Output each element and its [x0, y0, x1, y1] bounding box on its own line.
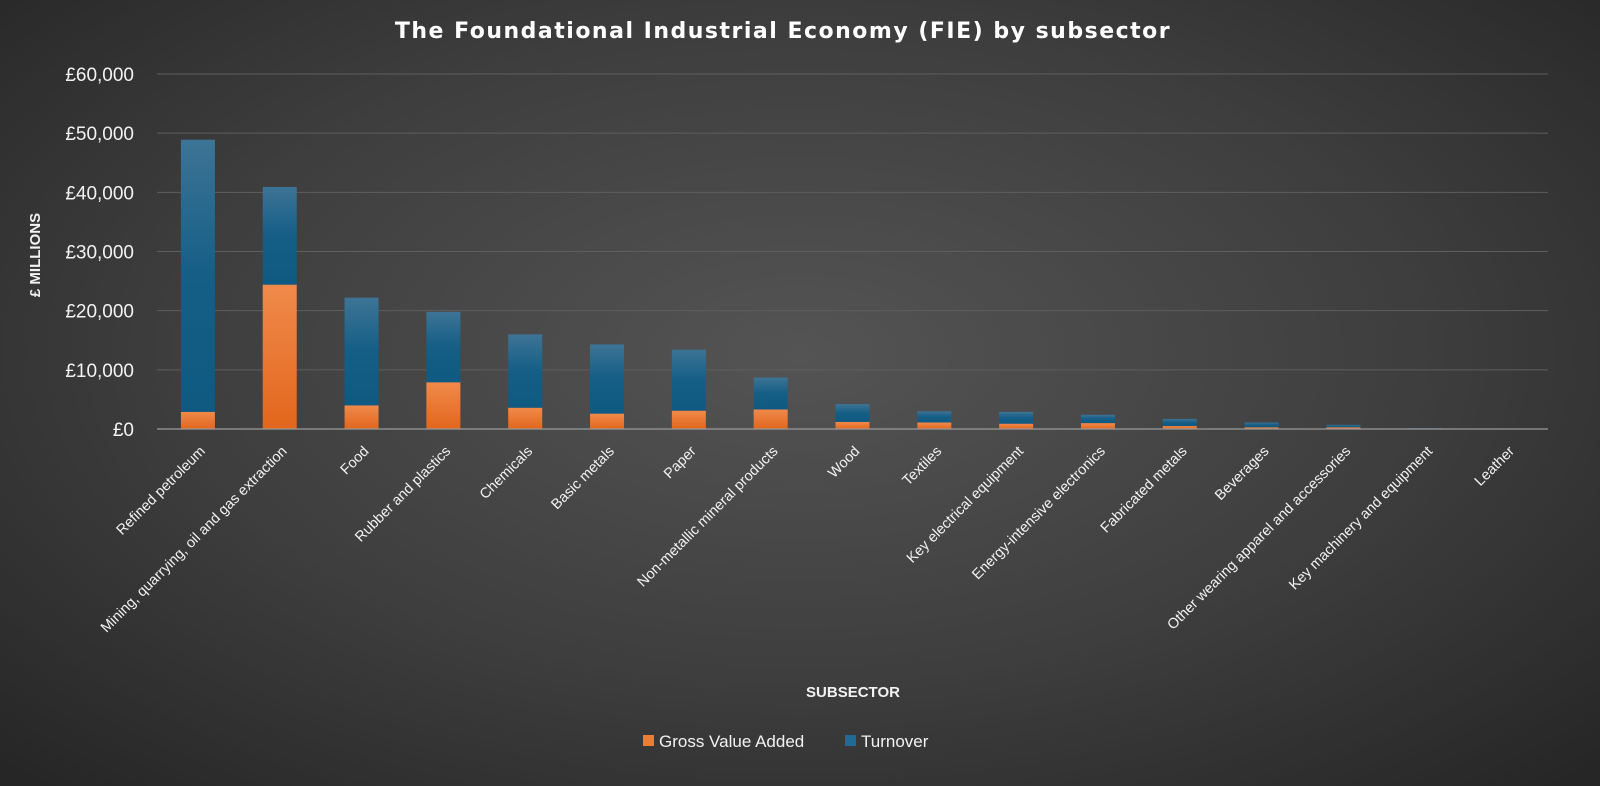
legend-item-turnover: Turnover — [845, 732, 929, 751]
y-tick-label: £60,000 — [65, 65, 134, 86]
legend-swatch — [845, 735, 856, 746]
legend-item-gross-value-added: Gross Value Added — [643, 732, 804, 751]
x-tick-label: Energy-intensive electronics — [969, 444, 1109, 584]
bar-turnover — [671, 349, 706, 411]
x-tick-label: Refined petroleum — [114, 444, 209, 539]
x-tick-label: Mining, quarrying, oil and gas extractio… — [98, 444, 291, 637]
y-tick-label: £10,000 — [65, 361, 134, 382]
bar-turnover — [1244, 422, 1279, 428]
bar-gross-value-added — [1244, 427, 1279, 429]
y-axis-title: £ MILLIONS — [27, 213, 44, 297]
x-tick-label: Basic metals — [548, 444, 617, 513]
bar-turnover — [590, 344, 625, 414]
y-tick-label: £0 — [113, 420, 134, 441]
x-tick-label: Key machinery and equipment — [1286, 444, 1436, 594]
bar-gross-value-added — [590, 413, 625, 429]
x-axis-title: SUBSECTOR — [806, 684, 900, 701]
bar-turnover — [835, 404, 870, 422]
x-tick-label: Fabricated metals — [1098, 444, 1191, 537]
bar-gross-value-added — [1080, 423, 1115, 429]
x-tick-label: Other wearing apparel and accessories — [1165, 444, 1355, 634]
x-tick-label: Wood — [825, 444, 863, 482]
chart-title: The Foundational Industrial Economy (FIE… — [395, 19, 1171, 44]
bar-gross-value-added — [426, 382, 461, 429]
bar-turnover — [344, 297, 379, 406]
bar-turnover — [753, 377, 788, 410]
bar-turnover — [508, 334, 543, 408]
bar-turnover — [1162, 418, 1197, 427]
bar-gross-value-added — [1326, 427, 1361, 429]
y-tick-label: £40,000 — [65, 183, 134, 204]
bar-turnover — [262, 187, 297, 285]
x-tick-label: Non-metallic mineral products — [635, 444, 782, 591]
bar-gross-value-added — [671, 410, 706, 429]
x-tick-label: Paper — [661, 443, 700, 482]
legend: Gross Value Added Turnover — [643, 732, 929, 751]
bar-turnover — [1326, 424, 1361, 428]
bar-gross-value-added — [753, 409, 788, 429]
x-tick-label: Beverages — [1212, 444, 1272, 504]
x-tick-label: Chemicals — [477, 444, 536, 503]
bar-turnover — [180, 139, 215, 412]
bar-gross-value-added — [262, 284, 297, 429]
y-tick-label: £20,000 — [65, 302, 134, 323]
y-tick-label: £30,000 — [65, 243, 134, 264]
bar-gross-value-added — [180, 411, 215, 429]
bar-gross-value-added — [508, 407, 543, 429]
y-tick-label: £50,000 — [65, 124, 134, 145]
bar-gross-value-added — [917, 422, 952, 429]
bars — [180, 139, 1525, 429]
bar-turnover — [999, 411, 1034, 424]
x-tick-label: Textiles — [900, 444, 946, 490]
legend-label: Gross Value Added — [659, 732, 804, 751]
bar-gross-value-added — [999, 423, 1034, 429]
legend-swatch — [643, 735, 654, 746]
bar-gross-value-added — [1162, 426, 1197, 429]
y-axis-ticks: £0 £10,000 £20,000 £30,000 £40,000 £50,000 £60… — [65, 65, 134, 441]
bar-gross-value-added — [835, 421, 870, 429]
legend-label: Turnover — [861, 732, 929, 751]
bar-turnover — [426, 311, 461, 383]
bar-gross-value-added — [344, 405, 379, 429]
x-tick-label: Food — [338, 444, 373, 479]
bar-turnover — [917, 411, 952, 423]
bar-turnover — [1080, 414, 1115, 424]
x-tick-label: Leather — [1472, 443, 1518, 489]
gridlines — [157, 73, 1548, 371]
